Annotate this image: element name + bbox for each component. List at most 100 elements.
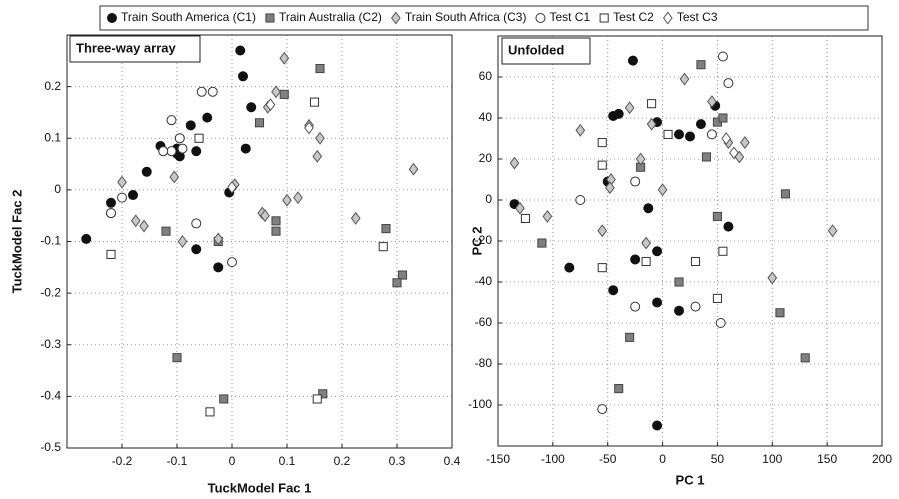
point <box>827 224 838 238</box>
point <box>740 136 750 150</box>
point <box>679 72 690 86</box>
y-axis-label: PC 2 <box>469 227 484 256</box>
point <box>202 112 213 123</box>
point <box>279 89 289 99</box>
point <box>265 98 276 112</box>
point <box>706 129 717 140</box>
point <box>315 131 325 145</box>
point <box>635 152 646 166</box>
point <box>647 99 657 109</box>
point <box>381 224 391 234</box>
panel-label: Unfolded <box>508 42 564 57</box>
point <box>624 101 635 115</box>
point <box>213 232 224 246</box>
point <box>509 156 520 170</box>
point <box>718 113 728 123</box>
x-tick-label: 150 <box>817 452 837 466</box>
point <box>205 407 215 417</box>
panel-label-box <box>69 35 201 63</box>
y-axis-label: TuckModel Fac 2 <box>9 190 24 294</box>
panel-label: Three-way array <box>76 40 176 55</box>
point <box>520 213 530 223</box>
y-tick-label: 60 <box>479 69 493 83</box>
point <box>279 51 290 65</box>
point <box>177 143 188 154</box>
x-tick-label: -0.1 <box>167 454 188 468</box>
y-tick-label: 20 <box>479 151 493 165</box>
x-tick-label: 0.4 <box>444 454 461 468</box>
point <box>597 138 607 148</box>
point <box>542 209 553 223</box>
x-axis-label: PC 1 <box>676 472 705 487</box>
point <box>597 263 607 273</box>
point <box>378 242 388 252</box>
point <box>196 86 207 97</box>
point <box>717 51 728 62</box>
point <box>408 162 419 176</box>
legend-marker <box>265 13 275 23</box>
point <box>213 262 224 273</box>
point <box>130 214 141 228</box>
x-tick-label: -0.2 <box>112 454 133 468</box>
point <box>723 78 734 89</box>
point <box>315 64 325 74</box>
point <box>166 115 177 126</box>
point <box>630 176 641 187</box>
y-tick-label: 0.1 <box>44 130 61 144</box>
legend-label: Train South America (C1) <box>121 10 256 24</box>
y-tick-label: -0.5 <box>40 440 61 454</box>
point <box>630 301 641 312</box>
point <box>227 257 237 268</box>
point <box>674 305 685 316</box>
point <box>117 175 127 189</box>
point <box>627 55 638 66</box>
point <box>219 394 229 404</box>
point <box>608 285 619 296</box>
point <box>207 86 218 97</box>
point <box>117 192 127 203</box>
legend-label: Test C1 <box>549 10 590 24</box>
point <box>174 133 185 144</box>
y-tick-label: 0 <box>485 192 492 206</box>
point <box>172 353 182 363</box>
point <box>575 195 586 205</box>
legend-label: Test C3 <box>677 10 718 24</box>
point <box>780 189 791 199</box>
y-tick-label: -0.4 <box>40 389 61 403</box>
point <box>663 129 673 139</box>
point <box>643 203 654 214</box>
legend-marker <box>535 13 546 23</box>
x-tick-label: 0.3 <box>389 454 406 468</box>
point <box>158 146 169 157</box>
legend-box <box>99 5 869 31</box>
legend-label: Train South Africa (C3) <box>405 10 527 24</box>
point <box>597 224 608 238</box>
point <box>312 149 323 163</box>
point <box>185 120 196 131</box>
point <box>718 246 728 256</box>
point <box>318 389 328 399</box>
point <box>652 246 663 257</box>
point <box>309 97 320 107</box>
point <box>712 211 722 221</box>
point <box>235 45 246 56</box>
point <box>729 146 739 160</box>
point <box>227 180 237 194</box>
point <box>515 201 525 215</box>
point <box>106 249 116 259</box>
x-tick-label: -50 <box>599 452 617 466</box>
legend-marker <box>107 13 117 23</box>
point <box>304 121 314 135</box>
legend-marker <box>391 11 401 25</box>
x-tick-label: 200 <box>872 452 892 466</box>
point <box>106 197 116 208</box>
point <box>81 233 92 244</box>
y-tick-label: -0.3 <box>40 337 61 351</box>
point <box>701 152 712 162</box>
point <box>191 146 202 157</box>
point <box>597 160 607 170</box>
point <box>625 332 635 342</box>
point <box>696 60 706 70</box>
panel-label-box <box>501 37 591 65</box>
point <box>271 216 281 226</box>
